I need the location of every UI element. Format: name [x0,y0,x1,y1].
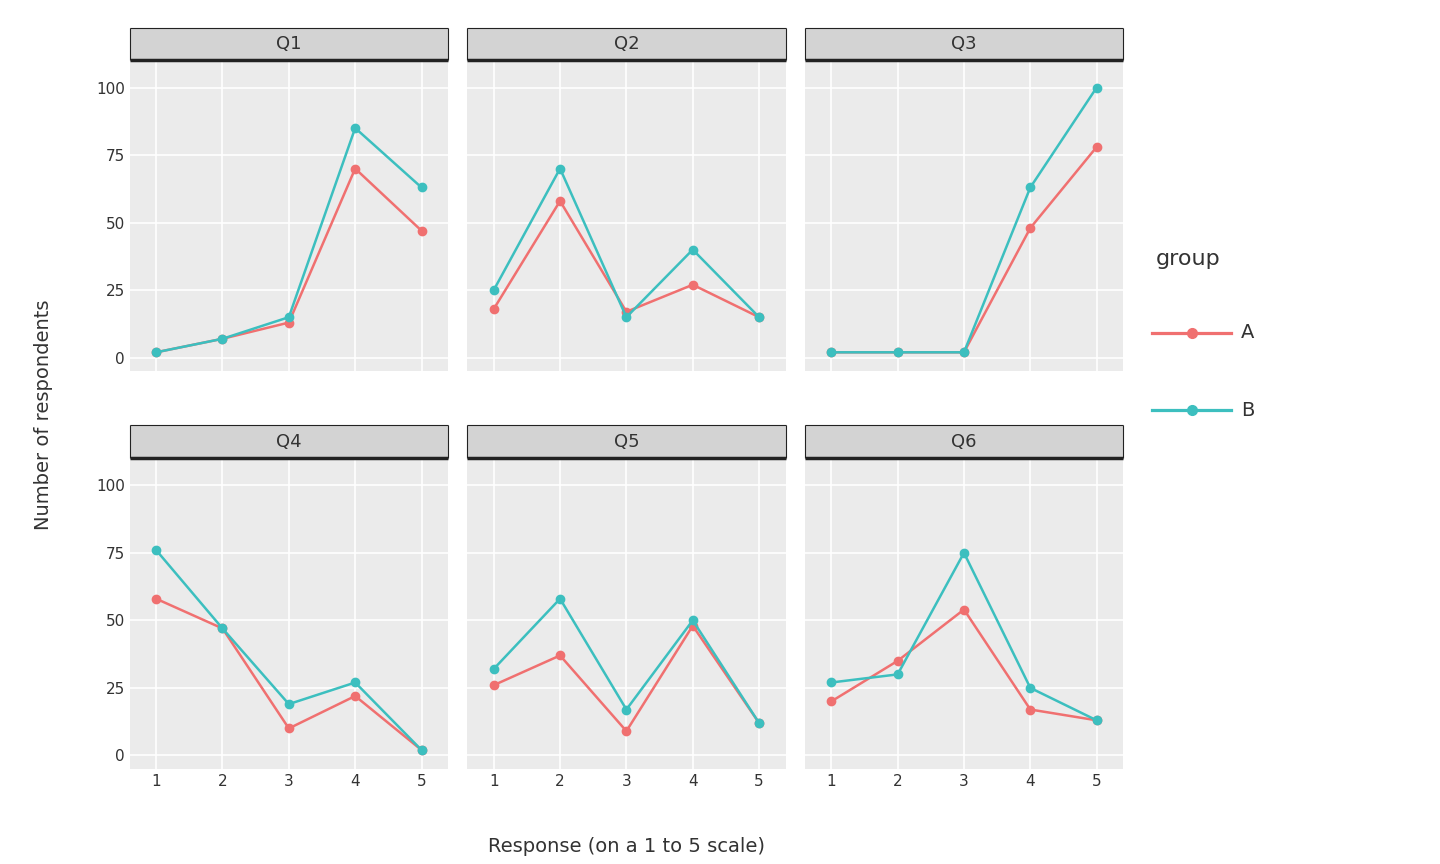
Text: Q2: Q2 [613,35,639,53]
Text: Number of respondents: Number of respondents [33,300,53,530]
Text: A: A [1241,323,1254,342]
Text: Q6: Q6 [952,433,976,451]
Text: Q5: Q5 [613,433,639,451]
Text: Q3: Q3 [952,35,976,53]
Text: group: group [1156,249,1220,270]
Text: Response (on a 1 to 5 scale): Response (on a 1 to 5 scale) [488,837,765,856]
Text: Q4: Q4 [276,433,301,451]
Text: Q1: Q1 [276,35,301,53]
Text: B: B [1241,401,1254,420]
